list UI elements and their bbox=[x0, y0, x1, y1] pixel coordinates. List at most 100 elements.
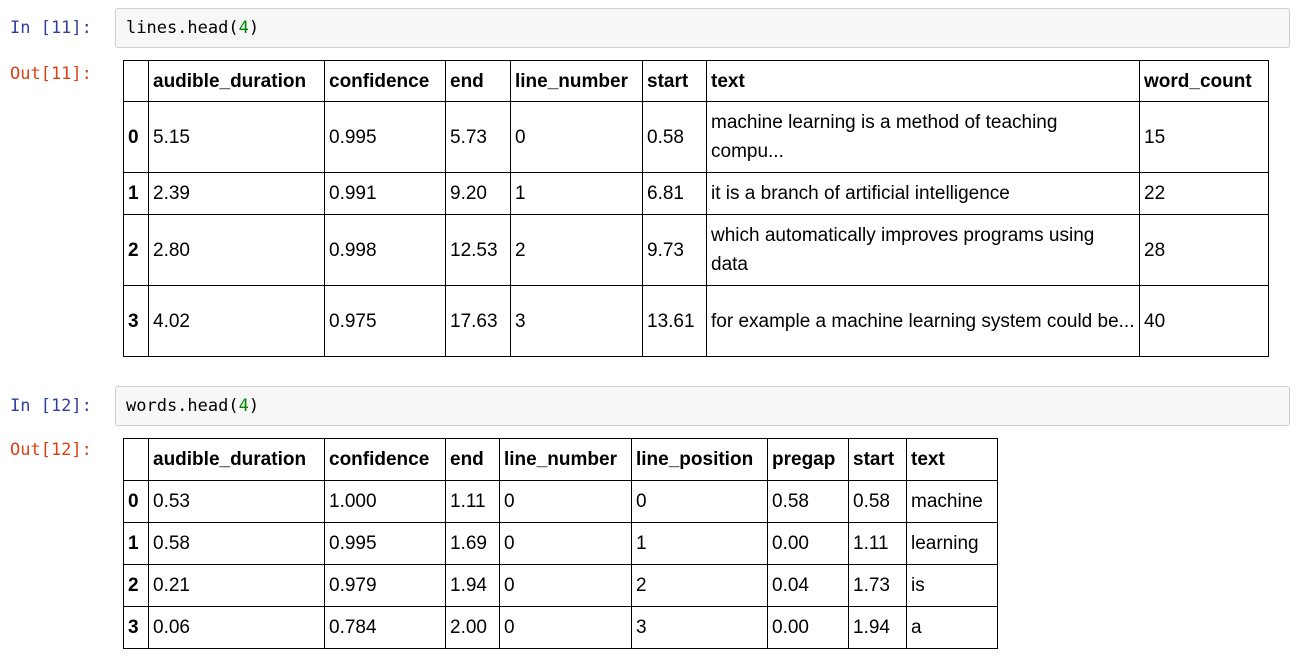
table-cell: 0 bbox=[499, 606, 632, 649]
table-cell: 9.20 bbox=[445, 172, 511, 215]
input-prompt: In [11]: bbox=[10, 18, 92, 38]
column-header: line_number bbox=[499, 438, 632, 481]
table-cell: 0.991 bbox=[324, 172, 446, 215]
input-prompt: In [12]: bbox=[10, 396, 92, 416]
table-cell: 12.53 bbox=[445, 214, 511, 286]
column-header: start bbox=[642, 60, 707, 102]
table-cell: 22 bbox=[1139, 172, 1269, 215]
row-index: 0 bbox=[123, 101, 149, 173]
table-cell: 1.69 bbox=[445, 522, 500, 565]
table-cell: 2 bbox=[631, 564, 768, 607]
table-row: 0 0.53 1.000 1.11 0 0 0.58 0.58 machine bbox=[123, 480, 998, 523]
table-cell: 0 bbox=[631, 480, 768, 523]
table-cell: 0.21 bbox=[148, 564, 325, 607]
table-cell: 0.00 bbox=[767, 522, 849, 565]
table-cell: 0.58 bbox=[767, 480, 849, 523]
table-cell: 4.02 bbox=[148, 285, 325, 357]
table-cell: for example a machine learning system co… bbox=[706, 285, 1140, 357]
table-cell: 0.53 bbox=[148, 480, 325, 523]
column-header: word_count bbox=[1139, 60, 1269, 102]
table-cell: 1.000 bbox=[324, 480, 446, 523]
column-header: audible_duration bbox=[148, 60, 325, 102]
column-header: line_position bbox=[631, 438, 768, 481]
table-row: 2 2.80 0.998 12.53 2 9.73 which automati… bbox=[123, 214, 1269, 286]
table-cell: 9.73 bbox=[642, 214, 707, 286]
table-cell: 0.58 bbox=[642, 101, 707, 173]
column-header: confidence bbox=[324, 438, 446, 481]
table-cell: 0.784 bbox=[324, 606, 446, 649]
column-header: start bbox=[848, 438, 907, 481]
table-cell: is bbox=[906, 564, 998, 607]
table-cell: 2.39 bbox=[148, 172, 325, 215]
table-cell: 0.58 bbox=[848, 480, 907, 523]
table-cell: it is a branch of artificial intelligenc… bbox=[706, 172, 1140, 215]
table-cell: 13.61 bbox=[642, 285, 707, 357]
column-header: end bbox=[445, 438, 500, 481]
table-cell: 17.63 bbox=[445, 285, 511, 357]
table-cell: 15 bbox=[1139, 101, 1269, 173]
table-cell: machine learning is a method of teaching… bbox=[706, 101, 1140, 173]
table-cell: 0 bbox=[510, 101, 643, 173]
table-cell: 0.995 bbox=[324, 522, 446, 565]
column-header: line_number bbox=[510, 60, 643, 102]
table-cell: 2.00 bbox=[445, 606, 500, 649]
table-cell: 40 bbox=[1139, 285, 1269, 357]
table-cell: 1 bbox=[510, 172, 643, 215]
table-cell: 5.15 bbox=[148, 101, 325, 173]
output-prompt: Out[11]: bbox=[10, 64, 92, 84]
table-cell: 0 bbox=[499, 564, 632, 607]
table-header-row: audible_duration confidence end line_num… bbox=[123, 60, 1269, 102]
table-cell: 0 bbox=[499, 480, 632, 523]
table-cell: 2 bbox=[510, 214, 643, 286]
row-index: 3 bbox=[123, 285, 149, 357]
code-cell-input[interactable]: lines.head(4) bbox=[115, 8, 1290, 48]
column-header: confidence bbox=[324, 60, 446, 102]
table-cell: 1.94 bbox=[445, 564, 500, 607]
table-cell: 5.73 bbox=[445, 101, 511, 173]
column-header: text bbox=[706, 60, 1140, 102]
table-row: 0 5.15 0.995 5.73 0 0.58 machine learnin… bbox=[123, 101, 1269, 173]
table-cell: learning bbox=[906, 522, 998, 565]
code-number-literal: 4 bbox=[238, 396, 249, 416]
table-cell: machine bbox=[906, 480, 998, 523]
code-number-literal: 4 bbox=[238, 18, 249, 38]
row-index: 2 bbox=[123, 214, 149, 286]
code-cell-input[interactable]: words.head(4) bbox=[115, 386, 1290, 426]
table-cell: 0 bbox=[499, 522, 632, 565]
row-index: 1 bbox=[123, 522, 149, 565]
table-cell: 1 bbox=[631, 522, 768, 565]
table-row: 3 0.06 0.784 2.00 0 3 0.00 1.94 a bbox=[123, 606, 998, 649]
table-cell: 0.975 bbox=[324, 285, 446, 357]
table-cell: 0.998 bbox=[324, 214, 446, 286]
column-header: text bbox=[906, 438, 998, 481]
column-header bbox=[123, 60, 149, 102]
table-row: 2 0.21 0.979 1.94 0 2 0.04 1.73 is bbox=[123, 564, 998, 607]
code-text-close: ) bbox=[248, 396, 260, 416]
table-cell: 3 bbox=[510, 285, 643, 357]
table-cell: 0.995 bbox=[324, 101, 446, 173]
row-index: 0 bbox=[123, 480, 149, 523]
table-cell: 2.80 bbox=[148, 214, 325, 286]
column-header: end bbox=[445, 60, 511, 102]
table-row: 3 4.02 0.975 17.63 3 13.61 for example a… bbox=[123, 285, 1269, 357]
row-index: 1 bbox=[123, 172, 149, 215]
table-cell: which automatically improves programs us… bbox=[706, 214, 1140, 286]
words-dataframe-table: audible_duration confidence end line_num… bbox=[123, 438, 998, 649]
lines-dataframe-table: audible_duration confidence end line_num… bbox=[123, 60, 1269, 357]
output-prompt: Out[12]: bbox=[10, 440, 92, 460]
table-cell: 0.979 bbox=[324, 564, 446, 607]
table-cell: 0.58 bbox=[148, 522, 325, 565]
column-header: audible_duration bbox=[148, 438, 325, 481]
table-cell: 1.73 bbox=[848, 564, 907, 607]
table-cell: 28 bbox=[1139, 214, 1269, 286]
table-header-row: audible_duration confidence end line_num… bbox=[123, 438, 998, 481]
table-cell: 6.81 bbox=[642, 172, 707, 215]
table-cell: 1.94 bbox=[848, 606, 907, 649]
code-text-close: ) bbox=[248, 18, 260, 38]
table-cell: 3 bbox=[631, 606, 768, 649]
code-text: words.head( bbox=[126, 396, 239, 416]
row-index: 3 bbox=[123, 606, 149, 649]
table-cell: 1.11 bbox=[445, 480, 500, 523]
table-cell: 0.06 bbox=[148, 606, 325, 649]
table-cell: 1.11 bbox=[848, 522, 907, 565]
